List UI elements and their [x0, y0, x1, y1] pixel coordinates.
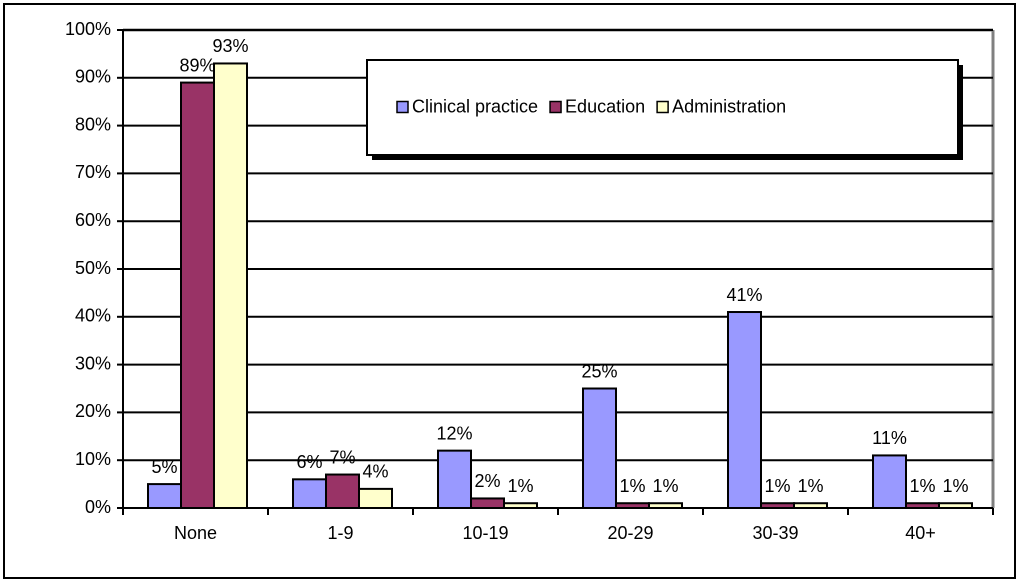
- value-label: 1%: [942, 476, 968, 496]
- y-tick-label: 90%: [75, 67, 111, 87]
- legend-swatch: [656, 100, 669, 114]
- y-tick-label: 50%: [75, 258, 111, 278]
- x-tick-label: 30-39: [752, 523, 798, 543]
- bar: [213, 62, 248, 510]
- y-tick-label: 100%: [65, 19, 111, 39]
- value-label: 4%: [362, 462, 388, 482]
- bar: [938, 502, 973, 510]
- value-label: 41%: [726, 285, 762, 305]
- value-label: 6%: [296, 452, 322, 472]
- legend-label: Administration: [672, 96, 786, 116]
- value-label: 1%: [652, 476, 678, 496]
- y-tick-label: 60%: [75, 210, 111, 230]
- x-tick-label: 40+: [905, 523, 936, 543]
- y-tick-label: 70%: [75, 162, 111, 182]
- value-label: 93%: [212, 36, 248, 56]
- value-label: 1%: [764, 476, 790, 496]
- value-label: 1%: [909, 476, 935, 496]
- y-tick-label: 10%: [75, 449, 111, 469]
- bar: [358, 487, 393, 510]
- value-label: 2%: [474, 471, 500, 491]
- x-tick-label: None: [174, 523, 217, 543]
- legend-label: Clinical practice: [412, 96, 538, 116]
- value-label: 1%: [797, 476, 823, 496]
- legend-swatch: [396, 100, 409, 114]
- bar: [872, 454, 907, 510]
- y-tick-label: 40%: [75, 306, 111, 326]
- bar: [292, 478, 327, 510]
- y-tick-label: 30%: [75, 353, 111, 373]
- x-tick-label: 20-29: [607, 523, 653, 543]
- value-label: 5%: [151, 457, 177, 477]
- bar: [615, 502, 650, 510]
- bar: [727, 311, 762, 509]
- bar: [760, 502, 795, 510]
- value-label: 1%: [619, 476, 645, 496]
- x-tick-label: 1-9: [327, 523, 353, 543]
- bar: [325, 473, 360, 510]
- value-label: 7%: [329, 447, 355, 467]
- value-label: 11%: [872, 428, 907, 448]
- y-tick-label: 80%: [75, 114, 111, 134]
- bar: [147, 483, 182, 510]
- bar: [180, 81, 215, 510]
- value-label: 89%: [179, 55, 215, 75]
- bar: [582, 387, 617, 509]
- y-tick-label: 20%: [75, 401, 111, 421]
- value-label: 12%: [436, 423, 472, 443]
- legend-label: Education: [565, 96, 645, 116]
- value-label: 1%: [507, 476, 533, 496]
- y-tick-label: 0%: [85, 497, 111, 517]
- bar: [793, 502, 828, 510]
- bar: [470, 497, 505, 510]
- x-tick-label: 10-19: [462, 523, 508, 543]
- bar: [648, 502, 683, 510]
- bar: [503, 502, 538, 510]
- legend-swatch: [549, 100, 562, 114]
- bar: [905, 502, 940, 510]
- value-label: 25%: [581, 361, 617, 381]
- bar: [437, 449, 472, 510]
